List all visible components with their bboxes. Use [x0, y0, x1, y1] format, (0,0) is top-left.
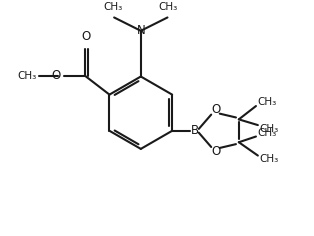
Text: CH₃: CH₃ [159, 2, 178, 12]
Text: N: N [137, 24, 145, 37]
Text: CH₃: CH₃ [260, 124, 279, 134]
Text: O: O [51, 69, 61, 82]
Text: CH₃: CH₃ [258, 128, 277, 138]
Text: O: O [211, 145, 221, 158]
Text: CH₃: CH₃ [18, 71, 37, 80]
Text: CH₃: CH₃ [260, 154, 279, 164]
Text: O: O [81, 30, 90, 43]
Text: CH₃: CH₃ [258, 97, 277, 107]
Text: B: B [191, 124, 199, 137]
Text: O: O [211, 103, 221, 116]
Text: CH₃: CH₃ [104, 2, 123, 12]
